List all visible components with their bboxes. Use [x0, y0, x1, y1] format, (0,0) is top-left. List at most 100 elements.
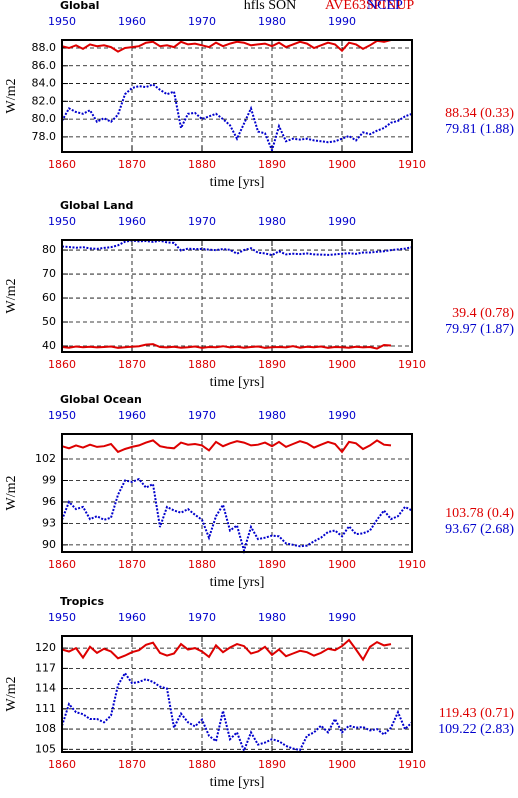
x2-tick-label: 1950 [48, 15, 76, 28]
stat-label: 39.4 (0.78) [452, 306, 514, 321]
y-tick-label: 60 [42, 291, 56, 304]
x2-tick-label: 1950 [48, 611, 76, 624]
x-tick-label: 1890 [258, 758, 286, 771]
y-tick-label: 88.0 [32, 41, 57, 54]
x-axis-label: time [yrs] [210, 775, 265, 790]
series-line [61, 477, 413, 555]
x-tick-label: 1890 [258, 558, 286, 571]
x-tick-label: 1910 [398, 558, 426, 571]
x-tick-label: 1860 [48, 158, 76, 171]
x-tick-label: 1900 [328, 158, 356, 171]
x-tick-label: 1870 [118, 158, 146, 171]
y-tick-label: 50 [42, 315, 56, 328]
stat-label: 103.78 (0.4) [445, 506, 514, 521]
y-tick-label: 96 [42, 495, 56, 508]
x-tick-label: 1870 [118, 558, 146, 571]
x2-tick-label: 1960 [118, 215, 146, 228]
panel-subtitle: hfls SON [244, 0, 297, 13]
stat-label: 93.67 (2.68) [445, 522, 514, 537]
x-tick-label: 1910 [398, 158, 426, 171]
legend-label: NCEP [367, 0, 403, 13]
stat-label: 119.43 (0.71) [439, 706, 515, 721]
x-tick-label: 1860 [48, 758, 76, 771]
x-axis-label: time [yrs] [210, 575, 265, 590]
x-tick-label: 1900 [328, 758, 356, 771]
x2-tick-label: 1960 [118, 409, 146, 422]
x2-tick-label: 1990 [328, 215, 356, 228]
x2-tick-label: 1990 [328, 611, 356, 624]
y-tick-label: 105 [35, 742, 56, 755]
series-line [61, 343, 392, 350]
y-axis-label: W/m2 [4, 476, 19, 511]
x2-tick-label: 1970 [188, 409, 216, 422]
series-line [61, 671, 413, 754]
y-tick-label: 80.0 [32, 112, 57, 125]
x-tick-label: 1910 [398, 758, 426, 771]
x2-tick-label: 1980 [258, 215, 286, 228]
x-axis-label: time [yrs] [210, 375, 265, 390]
y-tick-label: 84.0 [32, 77, 57, 90]
x2-tick-label: 1970 [188, 611, 216, 624]
x-tick-label: 1880 [188, 558, 216, 571]
x-tick-label: 1880 [188, 758, 216, 771]
panel-title: Global Land [60, 199, 133, 212]
x2-tick-label: 1960 [118, 15, 146, 28]
x-tick-label: 1900 [328, 358, 356, 371]
x-tick-label: 1890 [258, 158, 286, 171]
series-line [61, 439, 392, 454]
y-tick-label: 80 [42, 243, 56, 256]
y-axis-label: W/m2 [4, 79, 19, 114]
y-tick-label: 82.0 [32, 94, 57, 107]
x-tick-label: 1890 [258, 358, 286, 371]
plot-frame [61, 39, 413, 153]
stat-label: 109.22 (2.83) [438, 722, 514, 737]
x2-tick-label: 1980 [258, 409, 286, 422]
y-tick-label: 70 [42, 267, 56, 280]
x-tick-label: 1860 [48, 558, 76, 571]
x-tick-label: 1900 [328, 558, 356, 571]
y-tick-label: 90 [42, 538, 56, 551]
y-tick-label: 78.0 [32, 130, 57, 143]
x-tick-label: 1880 [188, 358, 216, 371]
x2-tick-label: 1990 [328, 15, 356, 28]
x-axis-label: time [yrs] [210, 175, 265, 190]
y-tick-label: 99 [42, 473, 56, 486]
panel-title: Global Ocean [60, 393, 142, 406]
x2-tick-label: 1960 [118, 611, 146, 624]
series-line [61, 638, 392, 662]
y-tick-label: 114 [35, 682, 56, 695]
stat-label: 88.34 (0.33) [445, 106, 514, 121]
y-tick-label: 117 [35, 661, 56, 674]
y-tick-label: 120 [35, 641, 56, 654]
x-tick-label: 1860 [48, 358, 76, 371]
series-line [61, 39, 392, 53]
y-tick-label: 40 [42, 339, 56, 352]
x2-tick-label: 1990 [328, 409, 356, 422]
stat-label: 79.81 (1.88) [445, 122, 514, 137]
x-tick-label: 1870 [118, 358, 146, 371]
y-tick-label: 111 [35, 702, 56, 715]
x2-tick-label: 1970 [188, 15, 216, 28]
y-tick-label: 108 [35, 722, 56, 735]
y-tick-label: 86.0 [32, 59, 57, 72]
legend-label: AVE63SPINUP [325, 0, 414, 13]
plot-frame [61, 635, 413, 753]
y-axis-label: W/m2 [4, 677, 19, 712]
x-tick-label: 1910 [398, 358, 426, 371]
plot-frame [61, 433, 413, 553]
panel-title: Global [60, 0, 99, 12]
x2-tick-label: 1980 [258, 15, 286, 28]
x2-tick-label: 1970 [188, 215, 216, 228]
panel-title: Tropics [60, 595, 104, 608]
y-tick-label: 102 [35, 452, 56, 465]
series-line [61, 239, 413, 257]
x-tick-label: 1870 [118, 758, 146, 771]
x2-tick-label: 1950 [48, 409, 76, 422]
x2-tick-label: 1980 [258, 611, 286, 624]
plot-frame [61, 239, 413, 353]
series-line [61, 83, 413, 154]
x-tick-label: 1880 [188, 158, 216, 171]
x2-tick-label: 1950 [48, 215, 76, 228]
stat-label: 79.97 (1.87) [445, 322, 514, 337]
